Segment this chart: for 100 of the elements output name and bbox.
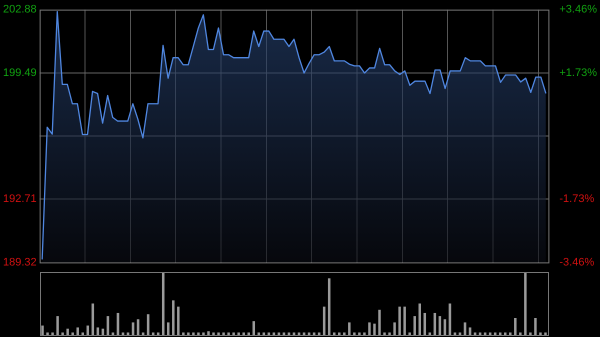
bar (408, 332, 411, 335)
bar (478, 332, 482, 335)
bar (353, 332, 356, 335)
bar (81, 332, 84, 335)
bar (217, 332, 220, 335)
y2-tick-label: -1.73% (559, 193, 594, 206)
bar (468, 327, 472, 335)
y-tick-label: 202.88 (2, 4, 37, 16)
bar (438, 316, 442, 335)
bar (464, 322, 466, 335)
bar (428, 332, 432, 335)
bar (207, 331, 210, 335)
bar (202, 332, 205, 335)
bar (403, 306, 406, 335)
bar (278, 332, 280, 335)
bar (312, 332, 316, 335)
bar (332, 332, 336, 335)
y-tick-label: 199.49 (2, 66, 37, 79)
bar (434, 312, 436, 335)
bar (132, 322, 134, 335)
bar (272, 332, 276, 335)
bar (232, 332, 235, 335)
bar (348, 322, 351, 335)
bar (302, 332, 306, 335)
bar (172, 300, 175, 335)
bar (106, 316, 110, 335)
bar (262, 332, 266, 335)
bar (197, 332, 200, 335)
bar (247, 332, 250, 335)
bar (338, 332, 341, 335)
bar (378, 310, 381, 335)
bar (398, 306, 401, 335)
bar (288, 332, 290, 335)
bar (514, 318, 517, 335)
y-tick-label: 189.32 (2, 256, 37, 268)
bar (177, 306, 180, 335)
bar (252, 321, 256, 335)
bar (328, 278, 330, 335)
y-tick-label: 192.71 (2, 193, 37, 206)
bar (187, 332, 190, 335)
bar (76, 327, 79, 335)
bar (258, 332, 260, 335)
bar (413, 316, 416, 335)
bar (474, 332, 476, 335)
bar (484, 332, 486, 335)
bar (136, 319, 140, 335)
bar (152, 332, 154, 335)
bar (529, 332, 532, 335)
bar (322, 306, 326, 335)
bar (192, 332, 195, 335)
bar (534, 318, 537, 335)
bar (56, 316, 59, 335)
bar (46, 332, 49, 335)
bar (167, 322, 170, 335)
bar (544, 332, 547, 335)
bar (51, 332, 54, 335)
bar (298, 332, 300, 335)
bar (444, 319, 446, 335)
bar (308, 332, 310, 335)
bar (102, 328, 104, 335)
bar (388, 332, 391, 335)
bar (519, 332, 522, 335)
bar (494, 332, 496, 335)
bar (41, 326, 44, 335)
bar (368, 322, 371, 335)
y2-tick-label: -3.46% (559, 256, 594, 268)
bar (524, 272, 527, 335)
bar (539, 332, 542, 335)
bar (424, 312, 426, 335)
bar (358, 332, 361, 335)
bar (162, 272, 164, 335)
bar (363, 332, 366, 335)
bar (393, 322, 396, 335)
y2-tick-label: +3.46% (559, 4, 598, 16)
bar (418, 304, 421, 335)
bar (222, 332, 225, 335)
bar (343, 332, 346, 335)
bar (458, 332, 462, 335)
bar (448, 304, 452, 335)
bar (71, 332, 74, 335)
bar (237, 332, 240, 335)
bar (383, 332, 386, 335)
bar (116, 312, 120, 335)
bar (504, 332, 507, 335)
bar (268, 332, 270, 335)
bar (112, 332, 114, 335)
bar (454, 332, 456, 335)
bar (373, 324, 376, 335)
bar (142, 332, 144, 335)
bar (92, 304, 94, 335)
bar (212, 332, 215, 335)
bar (182, 332, 185, 335)
bar (318, 332, 320, 335)
bar (227, 332, 230, 335)
bar (126, 332, 130, 335)
bar (96, 327, 100, 335)
bar (509, 332, 512, 335)
bar (292, 332, 296, 335)
bar (61, 332, 64, 335)
bar (498, 332, 502, 335)
